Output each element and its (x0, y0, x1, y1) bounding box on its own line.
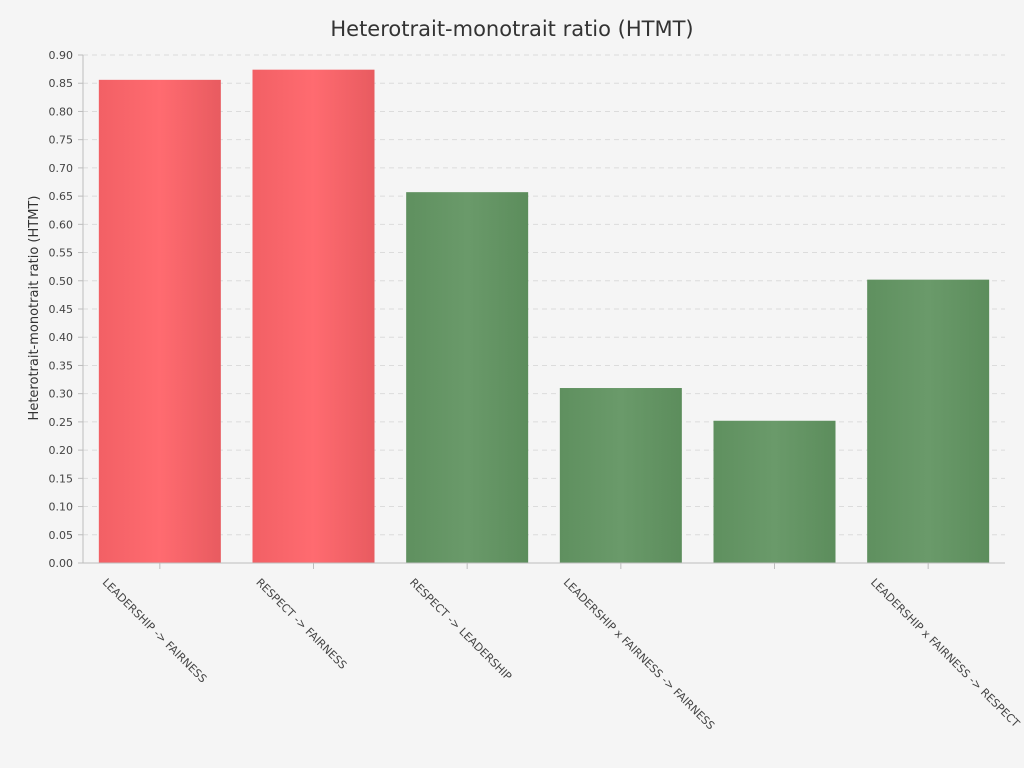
y-tick-label: 0.55 (49, 247, 74, 260)
y-axis-ticks: 0.00 0.05 0.10 0.15 0.20 0.25 0.30 0.35 0.40 0.45… (49, 49, 83, 570)
bars (98, 69, 990, 564)
bar[interactable] (713, 420, 836, 563)
y-tick-label: 0.30 (49, 388, 74, 401)
bar[interactable] (98, 79, 221, 563)
y-tick-label: 0.15 (49, 472, 74, 485)
y-tick-label: 0.60 (49, 218, 74, 231)
bar[interactable] (867, 279, 990, 563)
y-tick-label: 0.50 (49, 275, 74, 288)
axes (82, 55, 1005, 564)
y-tick-label: 0.40 (49, 331, 74, 344)
y-axis-label: Heterotrait-monotrait ratio (HTMT) (27, 196, 42, 421)
chart-title: Heterotrait-monotrait ratio (HTMT) (330, 17, 693, 41)
y-tick-label: 0.80 (49, 105, 74, 118)
x-tick-label: RESPECT -> FAIRNESS (253, 576, 349, 672)
x-tick-label: LEADERSHIP x FAIRNESS -> FAIRNESS (561, 576, 717, 732)
y-tick-label: 0.10 (49, 501, 74, 514)
y-tick-label: 0.65 (49, 190, 74, 203)
bar[interactable] (406, 192, 529, 563)
x-tick-label: RESPECT -> LEADERSHIP (407, 576, 514, 683)
y-tick-label: 0.70 (49, 162, 74, 175)
x-tick-label: LEADERSHIP -> FAIRNESS (100, 576, 210, 686)
x-axis-ticks: LEADERSHIP -> FAIRNESS RESPECT -> FAIRNES… (100, 563, 1022, 732)
y-tick-label: 0.35 (49, 359, 74, 372)
grid-lines (83, 54, 1005, 536)
bar[interactable] (252, 69, 375, 564)
y-tick-label: 0.25 (49, 416, 74, 429)
y-tick-label: 0.00 (49, 557, 74, 570)
y-tick-label: 0.45 (49, 303, 74, 316)
y-tick-label: 0.90 (49, 49, 74, 62)
bar[interactable] (559, 388, 682, 563)
x-tick-label: LEADERSHIP x FAIRNESS -> RESPECT (868, 576, 1022, 730)
y-tick-label: 0.75 (49, 134, 74, 147)
y-tick-label: 0.05 (49, 529, 74, 542)
y-tick-label: 0.20 (49, 444, 74, 457)
y-tick-label: 0.85 (49, 77, 74, 90)
